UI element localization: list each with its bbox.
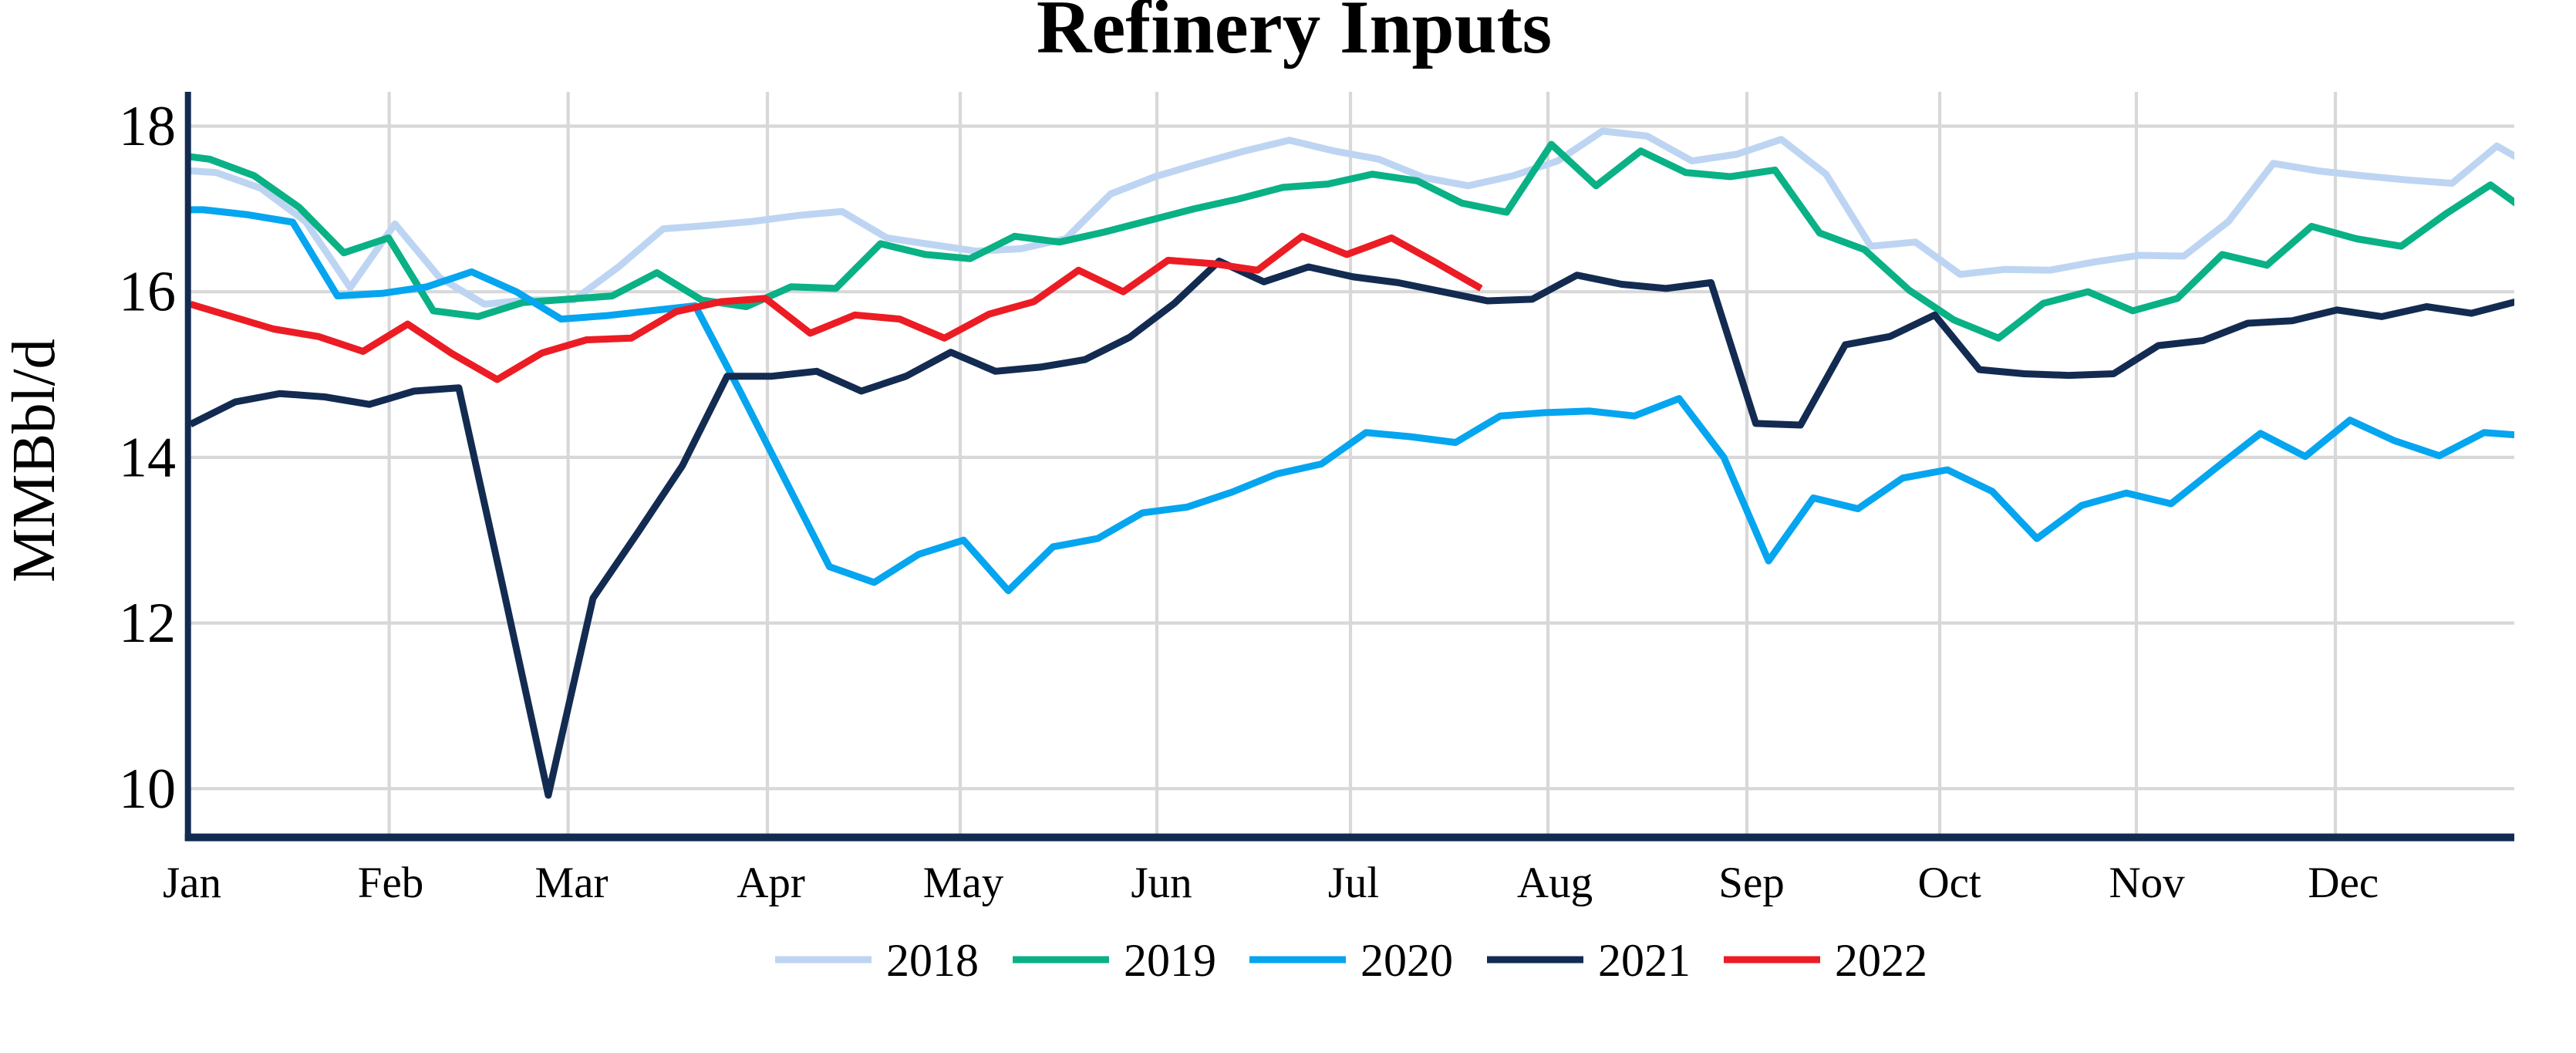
svg-text:Oct: Oct: [1917, 859, 1981, 907]
svg-text:Refinery Inputs: Refinery Inputs: [1037, 0, 1552, 69]
svg-text:Jun: Jun: [1131, 859, 1192, 907]
svg-text:2020: 2020: [1360, 935, 1453, 986]
svg-text:Nov: Nov: [2109, 859, 2186, 907]
svg-text:2019: 2019: [1124, 935, 1216, 986]
svg-text:Aug: Aug: [1517, 859, 1593, 907]
svg-text:May: May: [923, 859, 1004, 907]
svg-text:16: 16: [119, 261, 176, 324]
svg-text:Feb: Feb: [358, 859, 424, 907]
svg-text:Dec: Dec: [2308, 859, 2379, 907]
svg-text:Sep: Sep: [1718, 859, 1785, 907]
svg-text:2021: 2021: [1598, 935, 1691, 986]
svg-text:Mar: Mar: [535, 859, 609, 907]
svg-text:12: 12: [119, 592, 176, 655]
svg-text:14: 14: [119, 426, 176, 489]
svg-text:18: 18: [119, 95, 176, 158]
svg-text:2022: 2022: [1835, 935, 1927, 986]
svg-text:Apr: Apr: [737, 859, 805, 907]
svg-text:10: 10: [119, 758, 176, 821]
svg-text:2018: 2018: [886, 935, 979, 986]
svg-text:Jul: Jul: [1328, 859, 1380, 907]
svg-text:MMBbl/d: MMBbl/d: [1, 339, 68, 582]
svg-text:Jan: Jan: [163, 859, 221, 907]
